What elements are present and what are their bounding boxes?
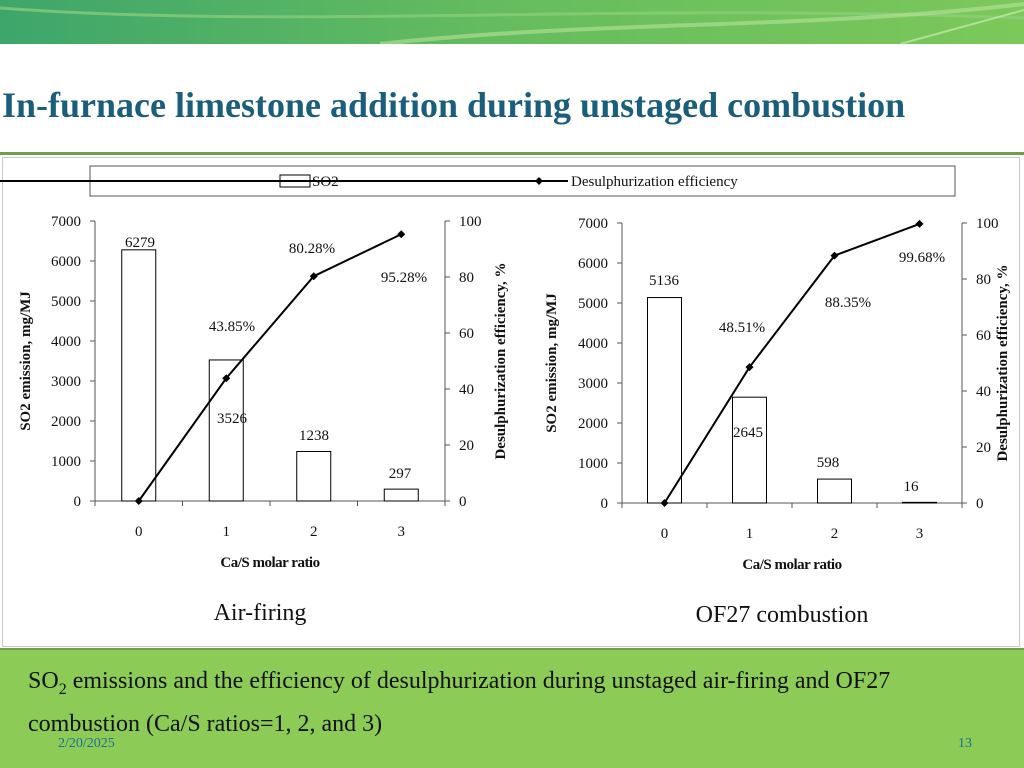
x-axis-title: Ca/S molar ratio [742,557,841,573]
so2-bar-label: 2645 [733,425,763,441]
y-tick-label-right: 80 [976,272,991,288]
efficiency-label: 43.85% [209,319,255,335]
so2-bar-label: 1238 [299,428,329,444]
y-tick-label-left: 2000 [51,414,81,430]
legend: SO2 Desulphurization efficiency [0,165,956,197]
so2-bar [208,359,244,502]
y-tick-label-left: 4000 [51,334,81,350]
efficiency-line [137,233,402,502]
y-tick-label-right: 20 [459,438,474,454]
y-tick-label-left: 0 [74,494,82,510]
y-axis-title-left: SO2 emission, mg/MJ [544,293,560,433]
figure-caption: SO2 emissions and the efficiency of desu… [28,668,891,737]
x-tick-label: 1 [223,524,231,540]
x-tick-label: 3 [398,524,406,540]
page-title: In-furnace limestone addition during uns… [2,85,906,125]
air-firing-chart: 0100020003000400050006000700002040608010… [18,214,509,626]
y-tick-label-left: 2000 [578,416,608,432]
x-tick-label: 0 [661,526,669,542]
so2-bar [647,297,682,504]
header-band [0,0,1024,44]
y-tick-label-left: 5000 [578,296,608,312]
page-number: 13 [958,736,972,751]
so2-bar-label: 6279 [125,235,155,251]
so2-bar [383,488,419,502]
y-tick-label-right: 20 [976,440,991,456]
caption-bar [0,650,1024,768]
slide-date: 2/20/2025 [58,736,115,751]
legend-line-marker [535,177,543,185]
efficiency-point [915,219,924,228]
y-tick-label-left: 6000 [51,254,81,270]
y-tick-label-right: 100 [976,216,999,232]
x-tick-label: 2 [310,524,318,540]
y-tick-label-right: 0 [976,496,984,512]
y-axis-title-right: Desulphurization efficiency, % [493,262,509,459]
efficiency-line [663,222,920,504]
y-tick-label-left: 7000 [51,214,81,230]
efficiency-label: 99.68% [899,250,945,266]
y-tick-label-left: 1000 [51,454,81,470]
y-tick-label-right: 80 [459,270,474,286]
y-tick-label-left: 6000 [578,256,608,272]
y-tick-label-right: 0 [459,494,467,510]
efficiency-label: 88.35% [825,295,871,311]
chart-subtitle: Air-firing [214,600,307,626]
of27-chart: 0100020003000400050006000700002040608010… [544,216,1011,628]
x-tick-label: 0 [135,524,143,540]
efficiency-point [222,374,231,383]
y-tick-label-left: 3000 [51,374,81,390]
so2-bar-label: 297 [389,466,412,482]
efficiency-point [745,363,754,372]
so2-bar [817,478,852,504]
so2-bar-label: 598 [817,455,840,471]
y-tick-label-left: 0 [601,496,609,512]
so2-bar-label: 16 [904,479,920,495]
chart-panel: SO2 Desulphurization efficiency 01000200… [0,152,1024,650]
x-tick-label: 3 [916,526,924,542]
y-tick-label-left: 3000 [578,376,608,392]
y-tick-label-left: 1000 [578,456,608,472]
so2-bar [732,396,767,504]
efficiency-label: 80.28% [289,241,335,257]
y-tick-label-right: 60 [459,326,474,342]
efficiency-label: 48.51% [719,320,765,336]
x-tick-label: 2 [831,526,839,542]
efficiency-point [660,499,669,507]
efficiency-label: 95.28% [381,270,427,286]
combined-chart: SO2 Desulphurization efficiency 01000200… [0,165,1011,628]
so2-bar-label: 5136 [649,273,680,289]
y-tick-label-right: 60 [976,328,991,344]
y-tick-label-right: 40 [459,382,474,398]
y-tick-label-left: 7000 [578,216,608,232]
so2-bar [121,249,157,502]
y-axis-title-left: SO2 emission, mg/MJ [18,291,34,431]
efficiency-point [830,251,839,260]
efficiency-point [134,497,143,505]
y-tick-label-left: 5000 [51,294,81,310]
y-tick-label-left: 4000 [578,336,608,352]
chart-subtitle: OF27 combustion [696,602,869,628]
y-tick-label-right: 40 [976,384,991,400]
so2-bar [902,501,937,504]
y-tick-label-right: 100 [459,214,482,230]
so2-bar-label: 3526 [217,411,248,427]
so2-bar [296,450,332,502]
efficiency-point [309,272,318,281]
efficiency-point [397,230,406,239]
legend-line-label: Desulphurization efficiency [571,174,738,190]
x-tick-label: 1 [746,526,754,542]
chart-frame [2,157,1020,647]
y-axis-title-right: Desulphurization efficiency, % [995,264,1011,461]
x-axis-title: Ca/S molar ratio [220,555,319,571]
